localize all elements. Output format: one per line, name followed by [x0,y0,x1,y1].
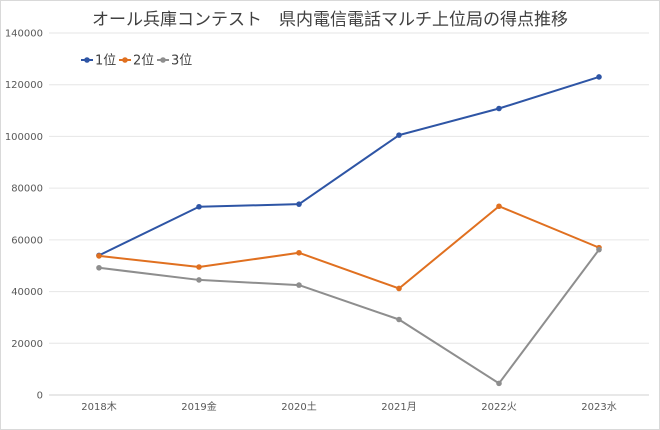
data-point [96,253,102,259]
y-tick-label: 120000 [5,80,43,91]
x-tick-label: 2021月 [381,401,416,413]
data-point [496,105,502,112]
data-point [396,132,402,138]
x-tick-label: 2018木 [81,401,116,413]
chart-title: オール兵庫コンテスト 県内電信電話マルチ上位局の得点推移 [92,10,568,30]
legend-label: 1位 [95,54,116,69]
data-point [196,203,202,210]
y-tick-label: 60000 [11,235,43,246]
y-tick-label: 80000 [11,184,43,195]
data-point [496,203,502,210]
x-tick-label: 2019金 [181,400,216,413]
legend-marker [84,57,90,63]
legend-label: 2位 [133,54,154,69]
data-point [296,249,302,256]
legend-label: 3位 [171,54,192,69]
data-point [496,380,502,387]
x-tick-label: 2020土 [281,400,316,413]
data-point [296,282,302,288]
y-tick-label: 20000 [11,339,43,350]
data-point [396,316,402,323]
legend-marker [122,57,128,63]
legend-marker [160,57,166,63]
series-line [98,249,600,385]
series-line [98,76,600,257]
data-point [96,264,102,271]
data-point [196,264,202,270]
data-point [396,285,402,292]
data-point [196,277,202,283]
series-line [98,205,600,290]
data-point [596,74,602,80]
y-tick-label: 40000 [11,287,43,298]
x-tick-label: 2023水 [581,401,616,413]
y-tick-label: 100000 [5,132,43,143]
data-point [296,201,302,207]
y-tick-label: 140000 [5,29,43,40]
data-point [596,246,602,253]
y-tick-label: 0 [37,391,43,402]
x-tick-label: 2022火 [481,401,516,413]
